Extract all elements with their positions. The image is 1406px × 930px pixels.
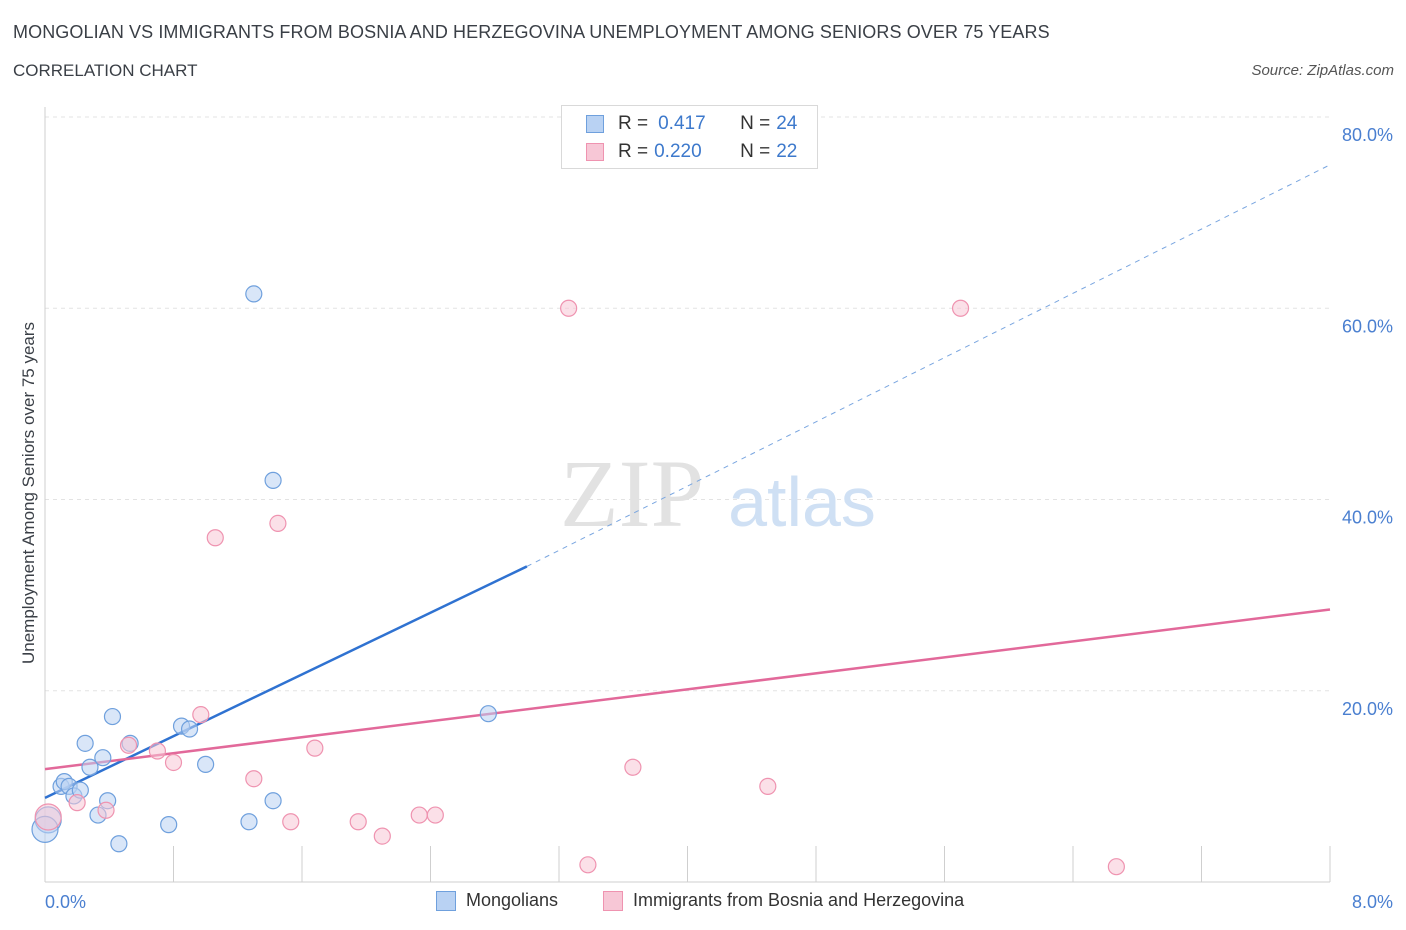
legend-item-bosnia: Immigrants from Bosnia and Herzegovina [603, 890, 964, 911]
legend-n-label: N = [740, 141, 771, 162]
legend-row-bosnia: R = 0.220 N = 22 [586, 140, 797, 164]
data-points [31, 285, 1125, 876]
point-bosnia [206, 529, 224, 547]
point-bosnia [1107, 858, 1125, 876]
point-mongolians [479, 705, 497, 723]
legend-label-mongolians: Mongolians [466, 890, 559, 910]
point-mongolians [160, 816, 178, 834]
point-bosnia [97, 801, 115, 819]
point-bosnia [410, 806, 428, 824]
legend-swatch-blue [436, 890, 456, 911]
watermark: ZIP atlas [560, 440, 876, 547]
point-mongolians [245, 285, 263, 303]
legend-row-mongolians: R = 0.417 N = 24 [586, 112, 797, 136]
y-tick-label: 60.0% [1342, 316, 1393, 336]
chart-title: MONGOLIAN VS IMMIGRANTS FROM BOSNIA AND … [13, 22, 1050, 42]
y-tick-label: 80.0% [1342, 125, 1393, 145]
axes [44, 107, 1331, 883]
legend-r-label: R = [618, 113, 649, 134]
y-tick-label: 20.0% [1342, 699, 1393, 719]
grid-lines [45, 116, 1330, 692]
point-mongolians [180, 720, 199, 738]
legend-r-value: 0.220 [654, 141, 702, 162]
point-mongolians [264, 471, 282, 489]
legend-r-value: 0.417 [658, 113, 706, 134]
source-label: Source: ZipAtlas.com [1251, 62, 1394, 79]
point-bosnia [148, 742, 167, 760]
point-bosnia [579, 856, 597, 874]
trend-lines [44, 164, 1331, 799]
x-tick-label: 8.0% [1352, 892, 1393, 912]
point-mongolians [197, 755, 215, 773]
correlation-legend: R = 0.417 N = 24 R = 0.220 N = 22 [561, 105, 818, 169]
point-bosnia [164, 753, 183, 772]
legend-n-value: 22 [776, 141, 798, 162]
point-bosnia [624, 758, 642, 776]
point-mongolians [76, 734, 94, 752]
legend-label-bosnia: Immigrants from Bosnia and Herzegovina [633, 890, 965, 910]
point-bosnia [306, 739, 324, 757]
point-mongolians [81, 758, 99, 776]
watermark-zip: ZIP [560, 440, 704, 547]
point-bosnia [349, 813, 367, 831]
tick-labels: 20.0% 40.0% 60.0% 80.0% 0.0% 8.0% [45, 125, 1393, 912]
x-tick-label: 0.0% [45, 892, 86, 912]
point-bosnia [759, 777, 777, 795]
watermark-atlas: atlas [728, 463, 876, 541]
trend-line-mongolians-extension [526, 164, 1331, 567]
point-mongolians [110, 835, 128, 853]
point-bosnia [192, 706, 210, 724]
legend-n-label: N = [740, 113, 771, 134]
point-bosnia [373, 827, 391, 845]
point-bosnia [119, 736, 138, 754]
point-bosnia [34, 803, 62, 831]
series-legend: Mongolians Immigrants from Bosnia and He… [0, 890, 1406, 916]
legend-swatch-pink [586, 143, 604, 161]
point-bosnia [245, 770, 263, 788]
point-mongolians [264, 792, 282, 810]
point-mongolians [94, 749, 112, 767]
legend-item-mongolians: Mongolians [436, 890, 558, 911]
point-bosnia [282, 813, 300, 831]
point-mongolians [103, 707, 122, 726]
point-bosnia [951, 299, 970, 317]
chart-subtitle: CORRELATION CHART [13, 61, 198, 80]
legend-swatch-blue [586, 115, 604, 133]
point-bosnia [269, 514, 287, 533]
point-mongolians [240, 813, 258, 831]
trend-line-mongolians [44, 565, 528, 799]
trend-line-bosnia [44, 608, 1331, 771]
point-bosnia [560, 299, 578, 317]
legend-swatch-pink [603, 890, 623, 911]
legend-r-label: R = [618, 141, 649, 162]
y-axis-label: Unemployment Among Seniors over 75 years [19, 322, 38, 664]
legend-n-value: 24 [776, 113, 798, 134]
point-bosnia [68, 794, 86, 812]
point-bosnia [426, 806, 444, 824]
y-tick-label: 40.0% [1342, 508, 1393, 528]
